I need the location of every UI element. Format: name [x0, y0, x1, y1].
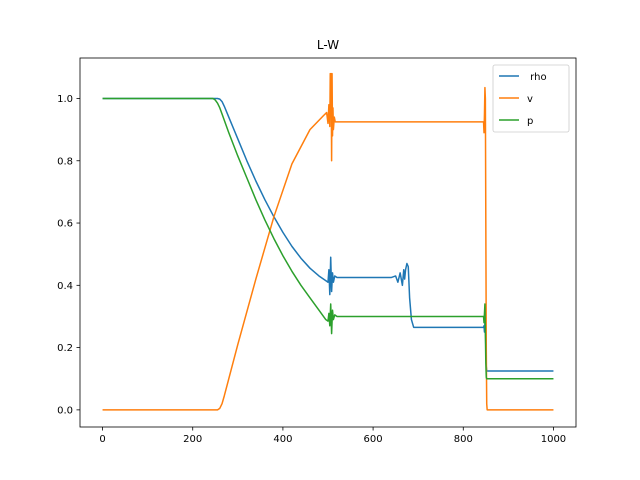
x-tick-label: 800	[454, 434, 473, 445]
y-tick-label: 0.6	[57, 219, 73, 230]
y-tick-label: 0.2	[57, 343, 73, 354]
y-tick-label: 1.0	[57, 94, 73, 105]
legend-label: rho	[527, 72, 547, 83]
x-tick-label: 1000	[541, 434, 566, 445]
axes-layer: 0 200 400 600 800 1000 0.0 0.2 0.4 0.6 0.8 1.0	[57, 57, 577, 445]
series-line-1	[102, 72, 554, 411]
legend-label: v	[527, 94, 533, 105]
legend-label: p	[527, 116, 533, 127]
chart-title: L-W	[317, 38, 339, 52]
series-layer	[102, 72, 554, 411]
y-tick-label: 0.0	[57, 405, 73, 416]
x-tick-label: 0	[99, 434, 105, 445]
y-tick-label: 0.8	[57, 156, 73, 167]
series-line-0	[102, 97, 554, 372]
y-tick-label: 0.4	[57, 281, 73, 292]
plot-frame	[79, 57, 577, 428]
x-tick-label: 600	[364, 434, 383, 445]
x-tick-label: 200	[183, 434, 202, 445]
series-line-2	[102, 97, 554, 380]
legend-box	[492, 64, 570, 133]
x-tick-label: 400	[273, 434, 292, 445]
legend: rho vp	[492, 64, 570, 133]
